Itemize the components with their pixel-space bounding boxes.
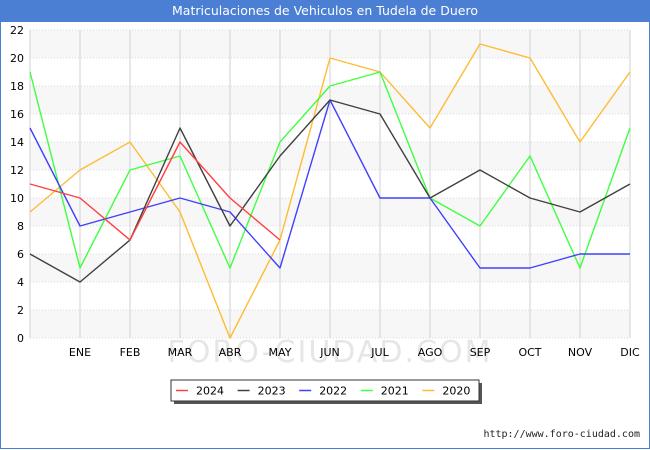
legend-label-2021: 2021	[381, 385, 409, 398]
x-tick-label: SEP	[470, 346, 491, 359]
watermark: FORO-CIUDAD.COM	[168, 335, 493, 370]
x-tick-label: ABR	[219, 346, 242, 359]
y-tick-label: 10	[10, 192, 24, 205]
footer-url: http://www.foro-ciudad.com	[483, 429, 640, 440]
y-tick-label: 20	[10, 52, 24, 65]
x-tick-label: FEB	[120, 346, 141, 359]
series-line-2020	[29, 43, 631, 339]
series-line-2021	[29, 71, 631, 269]
legend-label-2023: 2023	[258, 385, 286, 398]
series-lines	[29, 43, 631, 339]
legend-label-2024: 2024	[196, 385, 224, 398]
y-tick-label: 0	[17, 332, 24, 345]
y-tick-label: 14	[10, 136, 24, 149]
x-tick-label: NOV	[568, 346, 593, 359]
y-tick-label: 6	[17, 248, 24, 261]
x-tick-label: OCT	[518, 346, 541, 359]
x-tick-label: DIC	[620, 346, 640, 359]
y-tick-label: 22	[10, 24, 24, 37]
x-tick-label: ENE	[69, 346, 91, 359]
y-tick-label: 16	[10, 108, 24, 121]
y-tick-label: 18	[10, 80, 24, 93]
x-tick-label: AGO	[418, 346, 443, 359]
y-tick-labels: 0 2 4 6 8 10 12 14 16 18 20 22	[10, 24, 24, 345]
legend: 2024 2023 2022 2021 2020	[170, 379, 482, 404]
x-tick-label: MAY	[269, 346, 292, 359]
x-tick-label: JUN	[319, 346, 340, 359]
legend-label-2022: 2022	[319, 385, 347, 398]
y-tick-label: 12	[10, 164, 24, 177]
y-tick-label: 2	[17, 304, 24, 317]
legend-label-2020: 2020	[442, 385, 470, 398]
y-tick-label: 8	[17, 220, 24, 233]
series-line-2024	[29, 141, 281, 241]
y-tick-label: 4	[17, 276, 24, 289]
chart-title: Matriculaciones de Vehiculos en Tudela d…	[0, 0, 650, 22]
x-tick-label: MAR	[168, 346, 193, 359]
x-tick-label: JUL	[370, 346, 389, 359]
x-tick-labels: ENE FEB MAR ABR MAY JUN JUL AGO SEP OCT NOV DIC	[69, 346, 640, 359]
legend-box	[170, 379, 480, 402]
